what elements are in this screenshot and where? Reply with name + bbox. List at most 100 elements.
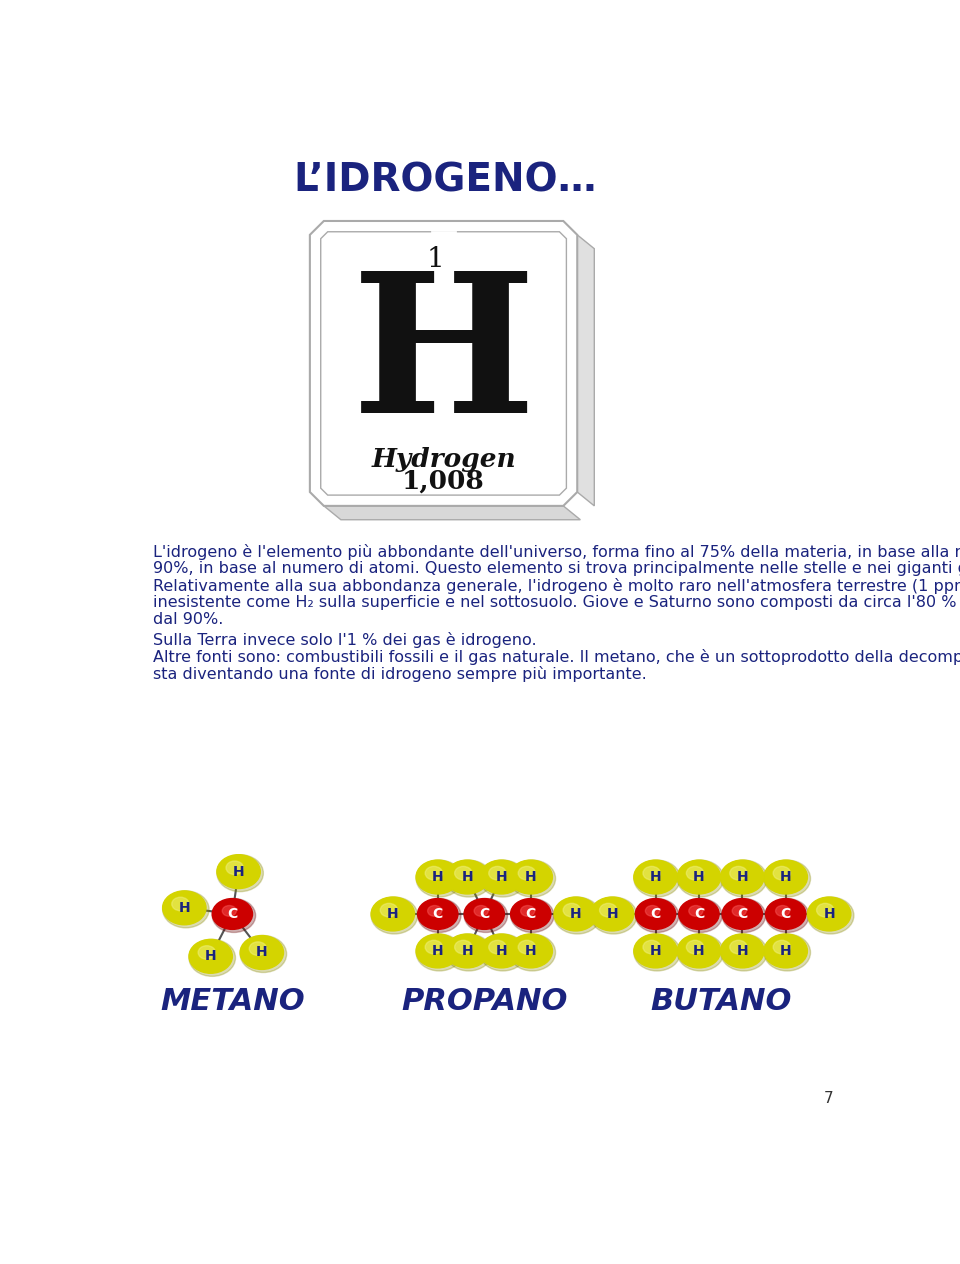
Ellipse shape	[217, 854, 263, 891]
Ellipse shape	[162, 891, 209, 928]
Polygon shape	[324, 506, 581, 520]
Ellipse shape	[764, 934, 810, 971]
Polygon shape	[310, 221, 577, 506]
Text: Altre fonti sono: combustibili fossili e il gas naturale. Il metano, che è un so: Altre fonti sono: combustibili fossili e…	[153, 650, 960, 665]
Ellipse shape	[445, 934, 489, 968]
Ellipse shape	[600, 904, 617, 916]
Ellipse shape	[688, 905, 703, 916]
Text: H: H	[736, 870, 748, 884]
Ellipse shape	[464, 899, 504, 929]
Ellipse shape	[807, 897, 854, 934]
Ellipse shape	[445, 934, 492, 971]
Ellipse shape	[518, 940, 536, 954]
Ellipse shape	[730, 866, 747, 880]
Ellipse shape	[643, 866, 660, 880]
Text: H: H	[525, 870, 537, 884]
Ellipse shape	[474, 905, 489, 916]
Ellipse shape	[240, 935, 283, 969]
Text: C: C	[694, 908, 704, 921]
Ellipse shape	[416, 860, 460, 894]
Text: Sulla Terra invece solo l'1 % dei gas è idrogeno.: Sulla Terra invece solo l'1 % dei gas è …	[153, 632, 537, 648]
Text: H: H	[432, 944, 444, 958]
Text: C: C	[433, 908, 443, 921]
Ellipse shape	[634, 860, 681, 897]
Ellipse shape	[634, 934, 681, 971]
Text: H: H	[232, 865, 245, 878]
Text: H: H	[204, 949, 217, 963]
Ellipse shape	[721, 860, 767, 897]
Ellipse shape	[480, 934, 523, 968]
Text: C: C	[228, 908, 237, 921]
Ellipse shape	[240, 935, 287, 972]
Text: H: H	[495, 944, 507, 958]
Ellipse shape	[590, 897, 636, 934]
Ellipse shape	[643, 940, 660, 954]
Ellipse shape	[172, 897, 189, 911]
Ellipse shape	[212, 899, 255, 933]
Ellipse shape	[445, 860, 492, 897]
Ellipse shape	[807, 897, 851, 930]
Ellipse shape	[722, 899, 762, 929]
Ellipse shape	[509, 934, 556, 971]
Ellipse shape	[590, 897, 634, 930]
Ellipse shape	[721, 934, 764, 968]
Ellipse shape	[564, 904, 581, 916]
Ellipse shape	[679, 899, 722, 933]
Ellipse shape	[480, 934, 526, 971]
Text: C: C	[737, 908, 748, 921]
Ellipse shape	[764, 860, 810, 897]
Ellipse shape	[380, 904, 397, 916]
Ellipse shape	[372, 897, 418, 934]
Ellipse shape	[212, 899, 252, 929]
Ellipse shape	[677, 934, 724, 971]
Ellipse shape	[764, 860, 807, 894]
Ellipse shape	[509, 860, 556, 897]
Ellipse shape	[722, 899, 765, 933]
Text: H: H	[650, 870, 661, 884]
Ellipse shape	[427, 905, 442, 916]
Text: H: H	[570, 908, 582, 921]
Ellipse shape	[480, 860, 526, 897]
Ellipse shape	[425, 866, 443, 880]
Polygon shape	[577, 235, 594, 506]
Text: METANO: METANO	[160, 987, 304, 1016]
Ellipse shape	[425, 940, 443, 954]
Ellipse shape	[677, 860, 724, 897]
Ellipse shape	[645, 905, 660, 916]
Ellipse shape	[636, 899, 676, 929]
Ellipse shape	[511, 899, 551, 929]
Text: Relativamente alla sua abbondanza generale, l'idrogeno è molto raro nell'atmosfe: Relativamente alla sua abbondanza genera…	[153, 578, 960, 594]
Text: H: H	[387, 908, 398, 921]
Text: H: H	[495, 870, 507, 884]
Text: 7: 7	[824, 1092, 833, 1106]
Ellipse shape	[721, 860, 764, 894]
Text: H: H	[693, 944, 705, 958]
Ellipse shape	[489, 940, 506, 954]
Ellipse shape	[518, 866, 536, 880]
Ellipse shape	[765, 899, 809, 933]
Text: C: C	[780, 908, 791, 921]
Ellipse shape	[520, 905, 535, 916]
Ellipse shape	[250, 942, 267, 956]
Text: BUTANO: BUTANO	[650, 987, 791, 1016]
Text: H: H	[693, 870, 705, 884]
Text: H: H	[179, 901, 190, 915]
Text: H: H	[736, 944, 748, 958]
Text: 90%, in base al numero di atomi. Questo elemento si trova principalmente nelle s: 90%, in base al numero di atomi. Questo …	[153, 561, 960, 576]
Text: H: H	[650, 944, 661, 958]
Ellipse shape	[416, 860, 463, 897]
Ellipse shape	[554, 897, 597, 930]
Ellipse shape	[686, 940, 704, 954]
Ellipse shape	[730, 940, 747, 954]
Text: C: C	[526, 908, 536, 921]
Ellipse shape	[489, 866, 506, 880]
Ellipse shape	[677, 860, 721, 894]
Text: Hydrogen: Hydrogen	[372, 447, 516, 473]
Ellipse shape	[480, 860, 523, 894]
Text: L’IDROGENO…: L’IDROGENO…	[294, 162, 597, 200]
Text: H: H	[462, 870, 473, 884]
Ellipse shape	[509, 934, 552, 968]
Text: sta diventando una fonte di idrogeno sempre più importante.: sta diventando una fonte di idrogeno sem…	[153, 666, 646, 683]
Ellipse shape	[679, 899, 719, 929]
Ellipse shape	[634, 934, 677, 968]
